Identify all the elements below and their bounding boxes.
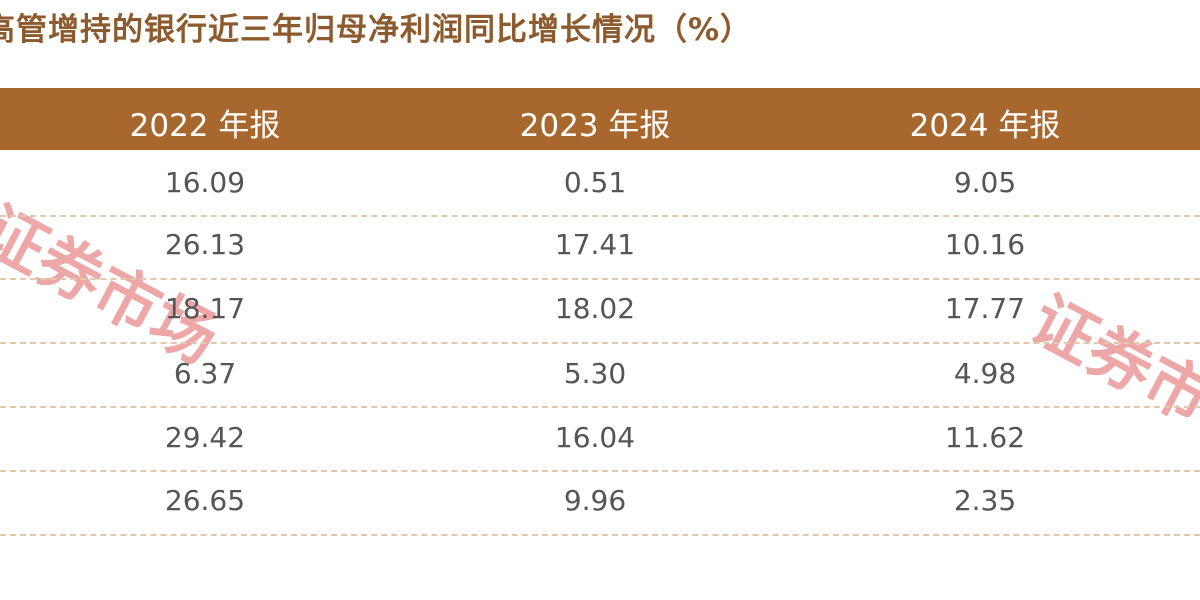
- header-cell: 2024 年报: [909, 108, 1061, 144]
- table-cell: 26.13: [164, 228, 246, 261]
- table-cell: 9.96: [563, 484, 627, 517]
- table-cell: 10.16: [944, 228, 1026, 261]
- table-cell: 6.37: [173, 357, 237, 390]
- row-separator: [0, 342, 1200, 344]
- table-cell: 17.77: [944, 292, 1026, 325]
- table-cell: 16.04: [554, 421, 636, 454]
- table-header: 2022 年报 2023 年报 2024 年报: [0, 88, 1200, 150]
- row-separator: [0, 278, 1200, 280]
- table-cell: 17.41: [554, 228, 636, 261]
- row-separator: [0, 534, 1200, 536]
- table-cell: 18.17: [164, 292, 246, 325]
- table-cell: 11.62: [944, 421, 1026, 454]
- table-cell: 18.02: [554, 292, 636, 325]
- table-cell: 0.51: [563, 166, 627, 199]
- row-separator: [0, 215, 1200, 217]
- watermark: 证券市场: [0, 192, 230, 379]
- table-cell: 26.65: [164, 484, 246, 517]
- table-cell: 4.98: [953, 357, 1017, 390]
- header-cell: 2022 年报: [129, 108, 281, 144]
- header-cell: 2023 年报: [519, 108, 671, 144]
- row-separator: [0, 470, 1200, 472]
- table-cell: 29.42: [164, 421, 246, 454]
- row-separator: [0, 406, 1200, 408]
- title: 高管增持的银行近三年归母净利润同比增长情况（%）: [0, 12, 753, 48]
- table-cell: 9.05: [953, 166, 1017, 199]
- table-cell: 2.35: [953, 484, 1017, 517]
- table-cell: 5.30: [563, 357, 627, 390]
- table-cell: 16.09: [164, 166, 246, 199]
